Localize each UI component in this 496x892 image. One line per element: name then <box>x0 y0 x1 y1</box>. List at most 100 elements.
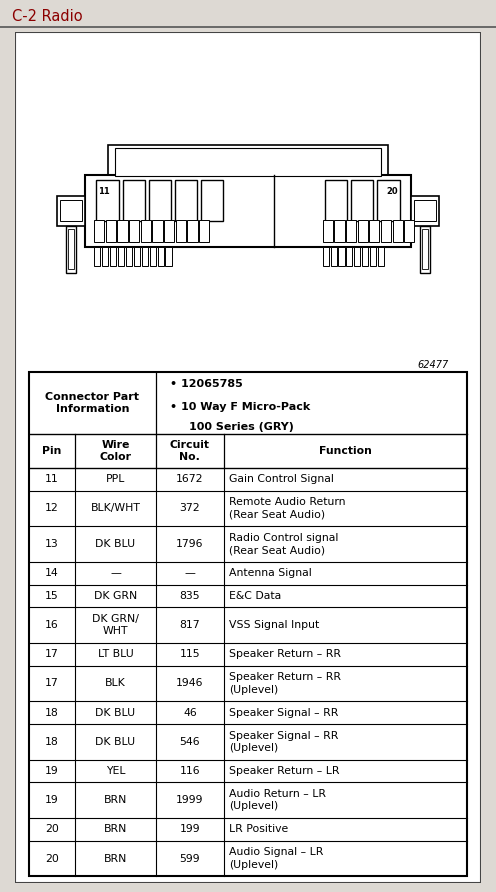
Text: Radio Control signal
(Rear Seat Audio): Radio Control signal (Rear Seat Audio) <box>230 533 339 555</box>
Text: 1796: 1796 <box>176 539 204 549</box>
Bar <box>346 219 356 242</box>
Text: Speaker Signal – RR
(Uplevel): Speaker Signal – RR (Uplevel) <box>230 731 339 753</box>
Text: 18: 18 <box>45 707 59 718</box>
Bar <box>123 180 145 221</box>
Bar <box>414 200 436 221</box>
Text: DK BLU: DK BLU <box>95 737 135 747</box>
Text: PPL: PPL <box>106 475 125 484</box>
Text: Circuit
No.: Circuit No. <box>170 440 210 462</box>
Text: 11: 11 <box>45 475 59 484</box>
Bar <box>322 219 333 242</box>
Text: —: — <box>185 568 195 578</box>
Bar <box>346 247 353 266</box>
Text: 115: 115 <box>180 649 200 659</box>
Text: 817: 817 <box>180 620 200 630</box>
Bar <box>115 148 381 176</box>
Bar <box>57 196 85 226</box>
Bar <box>330 247 337 266</box>
Text: Remote Audio Return
(Rear Seat Audio): Remote Audio Return (Rear Seat Audio) <box>230 497 346 520</box>
Bar <box>164 219 174 242</box>
Bar <box>175 180 197 221</box>
Bar <box>370 247 376 266</box>
Bar <box>108 145 388 179</box>
Text: Wire
Color: Wire Color <box>99 440 131 462</box>
Bar <box>67 229 74 269</box>
Text: 1672: 1672 <box>176 475 204 484</box>
Bar <box>404 219 415 242</box>
Text: BLK: BLK <box>105 679 126 689</box>
Text: 372: 372 <box>180 503 200 514</box>
Text: 199: 199 <box>180 824 200 834</box>
Text: YEL: YEL <box>106 766 125 776</box>
Bar <box>85 175 411 247</box>
Bar <box>338 247 345 266</box>
Text: 1946: 1946 <box>176 679 204 689</box>
Bar <box>129 219 139 242</box>
Text: 19: 19 <box>45 766 59 776</box>
Text: Pin: Pin <box>42 446 62 456</box>
Bar <box>187 219 197 242</box>
Bar <box>158 247 164 266</box>
Bar <box>118 247 124 266</box>
Text: 15: 15 <box>45 591 59 601</box>
Text: C-2 Radio: C-2 Radio <box>12 9 83 23</box>
Bar <box>60 200 82 221</box>
Text: 12: 12 <box>45 503 59 514</box>
Bar <box>362 247 369 266</box>
Text: 1999: 1999 <box>176 795 204 805</box>
Text: 100 Series (GRY): 100 Series (GRY) <box>188 422 294 432</box>
Text: 16: 16 <box>45 620 59 630</box>
Text: VSS Signal Input: VSS Signal Input <box>230 620 320 630</box>
Bar <box>142 247 148 266</box>
Bar <box>152 219 163 242</box>
Bar <box>102 247 108 266</box>
Text: 546: 546 <box>180 737 200 747</box>
Text: 20: 20 <box>386 187 398 196</box>
Text: 116: 116 <box>180 766 200 776</box>
Bar <box>378 247 384 266</box>
Text: • 10 Way F Micro-Pack: • 10 Way F Micro-Pack <box>170 401 310 411</box>
Text: DK GRN: DK GRN <box>94 591 137 601</box>
Bar <box>351 180 373 221</box>
Text: 835: 835 <box>180 591 200 601</box>
Bar <box>150 247 156 266</box>
Bar <box>126 247 132 266</box>
Bar <box>134 247 140 266</box>
Text: Speaker Return – RR: Speaker Return – RR <box>230 649 341 659</box>
Text: Function: Function <box>319 446 372 456</box>
Bar <box>334 219 345 242</box>
Text: 17: 17 <box>45 649 59 659</box>
Text: DK BLU: DK BLU <box>95 707 135 718</box>
Bar <box>141 219 151 242</box>
Bar <box>110 247 116 266</box>
Text: —: — <box>110 568 121 578</box>
Bar <box>149 180 171 221</box>
Text: 19: 19 <box>45 795 59 805</box>
Bar <box>322 247 329 266</box>
Bar <box>358 219 368 242</box>
Text: DK BLU: DK BLU <box>95 539 135 549</box>
Text: DK GRN/
WHT: DK GRN/ WHT <box>92 614 139 636</box>
Bar <box>411 196 439 226</box>
Text: BRN: BRN <box>104 854 127 863</box>
Bar <box>65 226 76 273</box>
Text: Audio Signal – LR
(Uplevel): Audio Signal – LR (Uplevel) <box>230 847 324 870</box>
Bar <box>354 247 361 266</box>
Text: LR Positive: LR Positive <box>230 824 289 834</box>
Text: Speaker Return – RR
(Uplevel): Speaker Return – RR (Uplevel) <box>230 673 341 695</box>
Text: 62477: 62477 <box>417 359 448 370</box>
Text: BRN: BRN <box>104 824 127 834</box>
Text: Antenna Signal: Antenna Signal <box>230 568 312 578</box>
Bar <box>201 180 223 221</box>
Bar <box>118 219 127 242</box>
Text: BRN: BRN <box>104 795 127 805</box>
Bar <box>369 219 379 242</box>
Text: 13: 13 <box>45 539 59 549</box>
Text: 599: 599 <box>180 854 200 863</box>
Text: BLK/WHT: BLK/WHT <box>90 503 140 514</box>
Bar <box>381 219 391 242</box>
Bar <box>106 219 116 242</box>
Text: 46: 46 <box>183 707 197 718</box>
Text: 17: 17 <box>45 679 59 689</box>
Bar <box>325 180 347 221</box>
